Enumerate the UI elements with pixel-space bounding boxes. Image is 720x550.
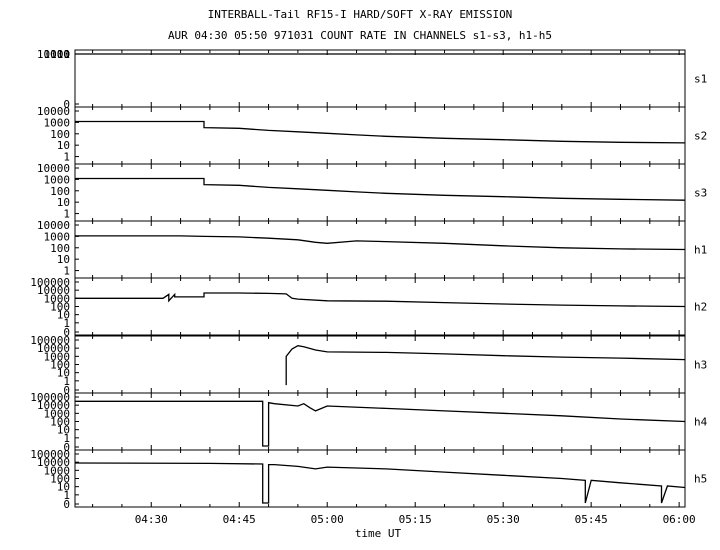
y-tick-label: 1000 xyxy=(44,116,71,129)
y-tick-label: 100 xyxy=(50,416,70,429)
y-tick-label: 0 xyxy=(63,98,70,111)
channel-label-s3: s3 xyxy=(694,187,707,200)
y-tick-label: 10000 xyxy=(37,284,70,297)
y-tick-label: 1 xyxy=(63,265,70,278)
x-tick-label: 04:45 xyxy=(223,513,256,526)
channel-label-s2: s2 xyxy=(694,130,707,143)
series-line-h2 xyxy=(75,292,686,308)
y-tick-label: 100000 xyxy=(30,334,70,347)
y-tick-label: 1 xyxy=(63,432,70,445)
chart-subtitle: AUR 04:30 05:50 971031 COUNT RATE IN CHA… xyxy=(167,29,553,42)
panel-frame xyxy=(74,335,686,394)
y-tick-label: 0 xyxy=(63,326,70,339)
y-tick-label: 100000 xyxy=(30,391,70,404)
series-line-h1 xyxy=(75,235,686,251)
y-tick-label: 100 xyxy=(50,473,70,486)
channel-label-h4: h4 xyxy=(694,416,708,429)
y-tick-label: 1000 xyxy=(44,173,71,186)
series-line-h3 xyxy=(285,345,686,386)
panel-frame xyxy=(74,220,686,279)
y-tick-label: 1 xyxy=(63,489,70,502)
y-tick-label: 1 xyxy=(63,48,70,61)
x-tick-label: 05:00 xyxy=(311,513,344,526)
channel-label-h3: h3 xyxy=(694,359,707,372)
x-tick-label: 06:00 xyxy=(663,513,696,526)
x-tick-label: 05:15 xyxy=(399,513,432,526)
series-line-s3 xyxy=(75,177,686,201)
x-tick-label: 05:30 xyxy=(487,513,520,526)
y-tick-label: 10 xyxy=(57,309,70,322)
y-tick-label: 1 xyxy=(63,208,70,221)
channel-label-h2: h2 xyxy=(694,301,707,314)
y-tick-label: 100 xyxy=(50,185,70,198)
series-line-h4 xyxy=(75,400,686,447)
y-tick-label: 100 xyxy=(50,242,70,255)
panel-frame xyxy=(74,49,686,108)
y-tick-label: 10000 xyxy=(37,105,70,118)
y-tick-label: 10 xyxy=(57,367,70,380)
y-tick-label: 100 xyxy=(50,301,70,314)
y-tick-label: 10000 xyxy=(37,48,70,61)
y-tick-label: 10000 xyxy=(37,342,70,355)
y-tick-label: 1000 xyxy=(44,350,71,363)
y-tick-label: 0 xyxy=(63,384,70,397)
y-tick-label: 10 xyxy=(57,196,70,209)
panel-frame xyxy=(74,277,686,336)
channel-label-s1: s1 xyxy=(694,73,707,86)
y-tick-label: 0 xyxy=(63,441,70,454)
channel-label-h5: h5 xyxy=(694,473,707,486)
y-tick-label: 1000 xyxy=(44,48,71,61)
y-tick-label: 10000 xyxy=(37,162,70,175)
y-tick-label: 10 xyxy=(57,424,70,437)
x-tick-label: 05:45 xyxy=(575,513,608,526)
y-tick-label: 100 xyxy=(50,128,70,141)
y-tick-label: 10 xyxy=(57,139,70,152)
series-line-s2 xyxy=(75,120,686,144)
series-line-h5 xyxy=(74,462,686,504)
y-tick-label: 1000 xyxy=(44,464,71,477)
y-tick-label: 1 xyxy=(63,375,70,388)
y-tick-label: 100000 xyxy=(30,448,70,461)
y-tick-label: 10 xyxy=(57,48,70,61)
y-tick-label: 10000 xyxy=(37,399,70,412)
x-axis-label: time UT xyxy=(355,527,402,540)
y-tick-label: 0 xyxy=(63,498,70,511)
y-tick-label: 1000 xyxy=(44,407,71,420)
y-tick-label: 10 xyxy=(57,253,70,266)
x-tick-label: 04:30 xyxy=(135,513,168,526)
y-tick-label: 100 xyxy=(50,359,70,372)
y-tick-label: 1000 xyxy=(44,292,71,305)
y-tick-label: 100 xyxy=(50,48,70,61)
chart-title: INTERBALL-Tail RF15-I HARD/SOFT X-RAY EM… xyxy=(207,8,513,21)
y-tick-label: 1 xyxy=(63,151,70,164)
y-tick-label: 100000 xyxy=(30,276,70,289)
y-tick-label: 1000 xyxy=(44,230,71,243)
y-tick-label: 10000 xyxy=(37,219,70,232)
y-tick-label: 1 xyxy=(63,317,70,330)
y-tick-label: 10 xyxy=(57,481,70,494)
y-tick-label: 10000 xyxy=(37,456,70,469)
panel-frame xyxy=(74,449,686,508)
channel-label-h1: h1 xyxy=(694,244,707,257)
